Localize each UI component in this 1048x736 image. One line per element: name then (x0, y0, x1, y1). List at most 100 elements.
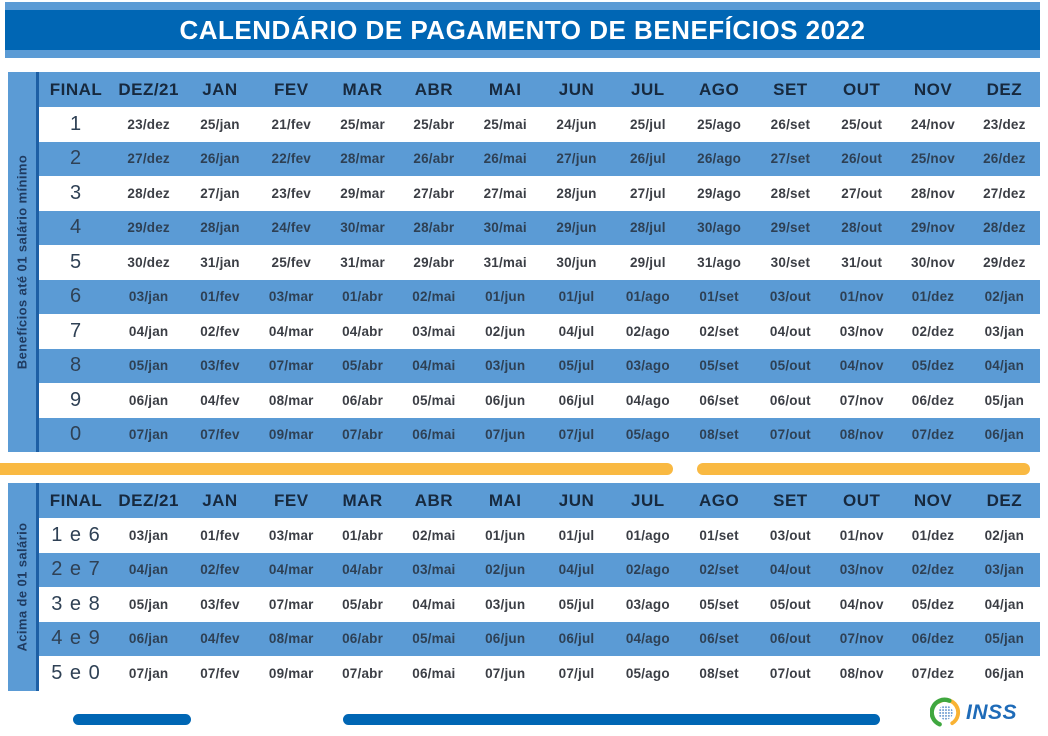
payment-date-cell: 04/jan (984, 596, 1025, 612)
payment-date-cell: 06/jan (984, 665, 1025, 681)
final-digit-cell: 4 (69, 216, 83, 239)
page-title: CALENDÁRIO DE PAGAMENTO DE BENEFÍCIOS 20… (179, 14, 866, 45)
payment-date-cell: 04/jan (128, 562, 169, 578)
payment-date-cell: 30/mar (340, 220, 385, 236)
payment-date-cell: 02/set (699, 562, 739, 578)
payment-date-cell: 04/ago (625, 631, 670, 647)
payment-date-cell: 03/mai (412, 562, 456, 578)
payment-date-cell: 25/abr (413, 116, 455, 132)
column-header-month: MAI (488, 79, 522, 99)
payment-date-cell: 02/set (699, 323, 739, 339)
payment-date-cell: 03/out (769, 289, 811, 305)
payment-date-cell: 07/dez (911, 665, 955, 681)
payment-date-cell: 27/out (841, 185, 883, 201)
payment-date-cell: 01/fev (200, 527, 240, 543)
payment-date-cell: 26/out (841, 151, 883, 167)
payment-date-cell: 02/ago (625, 323, 670, 339)
column-header-final: FINAL (49, 490, 103, 510)
payment-date-cell: 28/jul (629, 220, 666, 236)
payment-date-cell: 06/out (769, 631, 811, 647)
payment-date-cell: 03/mar (268, 289, 314, 305)
payment-date-cell: 26/jan (200, 151, 240, 167)
payment-date-cell: 29/mar (340, 185, 385, 201)
payment-date-cell: 01/dez (911, 527, 955, 543)
payment-date-cell: 03/jan (984, 323, 1025, 339)
column-header-month: ABR (414, 79, 454, 99)
payment-date-cell: 07/jun (485, 427, 526, 443)
payment-date-cell: 04/mar (268, 562, 314, 578)
column-header-month: DEZ (986, 490, 1023, 510)
payment-date-cell: 04/jan (984, 358, 1025, 374)
payment-date-cell: 26/jul (629, 151, 666, 167)
final-digit-cell: 2 e 7 (51, 558, 101, 581)
payment-date-cell: 01/set (699, 527, 739, 543)
column-header-month: MAR (342, 490, 383, 510)
payment-date-cell: 08/nov (839, 665, 884, 681)
payment-date-cell: 02/jan (984, 527, 1025, 543)
payment-date-cell: 07/fev (200, 665, 240, 681)
payment-date-cell: 29/ago (697, 185, 742, 201)
payment-date-cell: 07/abr (342, 427, 384, 443)
payment-date-cell: 08/mar (268, 631, 314, 647)
payment-date-cell: 26/set (770, 116, 811, 132)
payment-date-cell: 04/fev (200, 392, 240, 408)
final-digit-cell: 3 (69, 181, 83, 204)
payment-date-cell: 27/set (770, 151, 811, 167)
payment-date-cell: 27/mai (483, 185, 527, 201)
payment-date-cell: 05/jan (984, 631, 1025, 647)
payment-date-cell: 01/jun (485, 527, 526, 543)
payment-date-cell: 06/jun (485, 392, 526, 408)
payment-date-cell: 07/out (769, 665, 811, 681)
title-banner-inner: CALENDÁRIO DE PAGAMENTO DE BENEFÍCIOS 20… (5, 10, 1040, 50)
final-digit-cell: 9 (69, 388, 83, 411)
payment-date-cell: 05/jul (558, 358, 595, 374)
payment-date-cell: 03/mai (412, 323, 456, 339)
inss-logo-text: INSS (966, 700, 1018, 724)
payment-date-cell: 07/nov (839, 392, 884, 408)
yellow-divider-bar-left (0, 463, 673, 475)
payment-date-cell: 25/jan (200, 116, 240, 132)
final-digit-cell: 1 (69, 112, 83, 135)
payment-date-cell: 23/dez (983, 116, 1026, 132)
footer-bar-long (343, 714, 880, 725)
table-acima-de-1-salario: Acima de 01 salário FINAL DEZ/21 JAN FEV MAR… (8, 483, 1040, 691)
payment-date-cell: 04/nov (839, 596, 884, 612)
final-digit-cell: 1 e 6 (51, 523, 101, 546)
payment-date-cell: 27/dez (983, 185, 1026, 201)
payment-date-cell: 06/set (699, 631, 739, 647)
payment-date-cell: 27/jul (629, 185, 666, 201)
final-digit-cell: 5 (69, 250, 83, 273)
payment-date-cell: 03/ago (625, 596, 670, 612)
table-row: 5 e 0 07/jan 07/fev 09/mar 07/abr 06/mai 07/ju… (39, 656, 1040, 691)
payment-date-cell: 27/dez (127, 151, 170, 167)
payment-date-cell: 24/nov (911, 116, 956, 132)
payment-date-cell: 27/jan (200, 185, 240, 201)
column-header-month: DEZ/21 (118, 490, 179, 510)
payment-date-cell: 29/nov (911, 220, 956, 236)
payment-date-cell: 30/set (770, 254, 811, 270)
payment-date-cell: 09/mar (268, 665, 314, 681)
payment-date-cell: 04/jan (128, 323, 169, 339)
payment-date-cell: 02/fev (200, 323, 240, 339)
payment-date-cell: 05/jan (984, 392, 1025, 408)
payment-date-cell: 04/abr (342, 562, 384, 578)
table-row: 6 03/jan 01/fev 03/mar 01/abr 02/mai 01/jun 01/… (39, 279, 1040, 314)
column-header-month: ABR (414, 490, 454, 510)
payment-date-cell: 01/jun (485, 289, 526, 305)
payment-date-cell: 24/jun (556, 116, 597, 132)
payment-date-cell: 23/fev (271, 185, 311, 201)
payment-date-cell: 04/nov (839, 358, 884, 374)
column-header-month: JAN (202, 79, 238, 99)
payment-date-cell: 08/set (699, 665, 739, 681)
final-digit-cell: 7 (69, 319, 83, 342)
final-digit-cell: 2 (69, 147, 83, 170)
column-header-month: SET (773, 490, 808, 510)
payment-date-cell: 01/nov (839, 289, 884, 305)
payment-date-cell: 07/mar (268, 596, 314, 612)
table-row: 1 e 6 03/jan 01/fev 03/mar 01/abr 02/mai 01/ju… (39, 518, 1040, 553)
payment-date-cell: 02/fev (200, 562, 240, 578)
payment-date-cell: 06/dez (911, 392, 955, 408)
payment-date-cell: 02/jan (984, 289, 1025, 305)
payment-date-cell: 02/mai (412, 527, 456, 543)
